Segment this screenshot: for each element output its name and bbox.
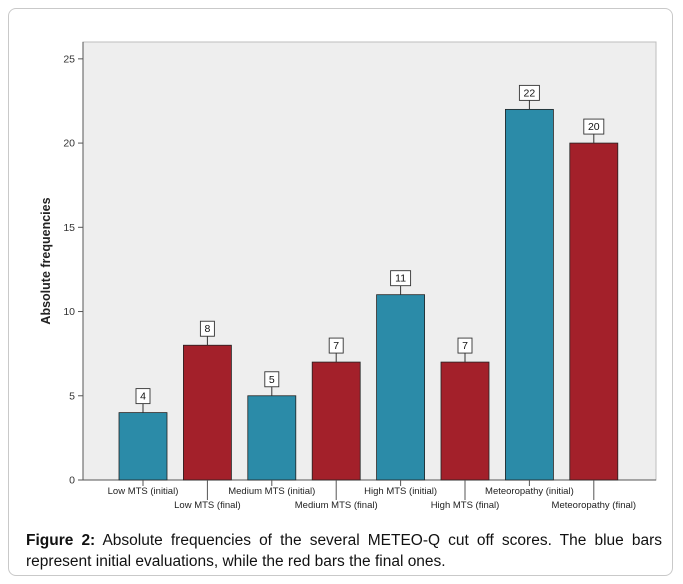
data-label-box <box>264 371 280 388</box>
figure-caption: Figure 2: Absolute frequencies of the se… <box>26 530 662 572</box>
x-tick-label: Medium MTS (final) <box>295 500 378 511</box>
plot-background <box>82 41 657 481</box>
bar <box>182 344 232 481</box>
y-tick-label: 20 <box>63 138 75 150</box>
y-tick-label: 5 <box>69 390 75 402</box>
caption-label: Figure 2: <box>26 532 96 549</box>
data-label-box <box>199 320 215 337</box>
y-tick-label: 15 <box>63 222 75 234</box>
data-label-box <box>583 118 605 135</box>
data-label: 20 <box>588 121 600 133</box>
y-tick-label: 0 <box>69 475 75 487</box>
x-tick-label: Meteoropathy (initial) <box>485 486 574 497</box>
data-label: 8 <box>204 323 210 335</box>
x-tick-label: Medium MTS (initial) <box>228 486 315 497</box>
bar <box>440 361 490 481</box>
data-label: 7 <box>462 340 468 352</box>
data-label-box <box>457 337 473 354</box>
data-label: 22 <box>524 87 536 99</box>
caption-text: Absolute frequencies of the several METE… <box>26 532 663 570</box>
bar <box>311 361 361 481</box>
y-axis-title: Absolute frequencies <box>39 197 53 324</box>
bar <box>247 395 297 481</box>
x-tick-label: High MTS (final) <box>431 500 500 511</box>
bar <box>569 142 619 481</box>
x-tick-label: Low MTS (final) <box>174 500 241 511</box>
data-label: 5 <box>269 374 275 386</box>
data-label-box <box>390 270 412 287</box>
data-label: 4 <box>140 391 146 403</box>
bar <box>376 294 426 481</box>
data-label-box <box>518 84 540 101</box>
data-label-box <box>135 388 151 405</box>
data-label-box <box>328 337 344 354</box>
x-tick-label: Meteoropathy (final) <box>552 500 636 511</box>
bar <box>504 108 554 481</box>
y-tick-label: 10 <box>63 306 75 318</box>
plot-area: 0 5 10 15 20 25 Absolute frequencies 4 Low MTS (… <box>39 41 657 511</box>
x-tick-label: Low MTS (initial) <box>108 486 179 497</box>
y-tick-label: 25 <box>63 53 75 65</box>
data-label: 7 <box>333 340 339 352</box>
bar <box>118 412 168 481</box>
x-tick-label: High MTS (initial) <box>364 486 437 497</box>
data-label: 11 <box>395 273 406 285</box>
